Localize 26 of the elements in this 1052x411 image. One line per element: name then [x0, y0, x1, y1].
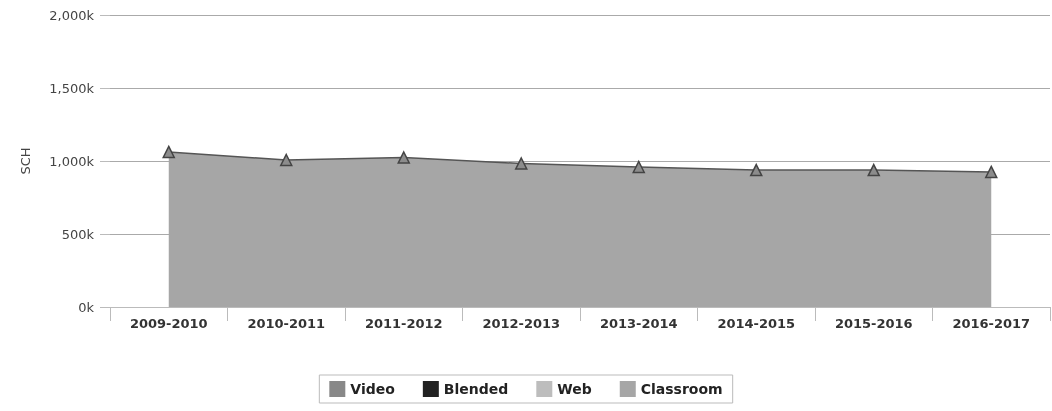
x-tick-label: 2016-2017 — [952, 316, 1031, 331]
legend-label: Blended — [443, 381, 509, 397]
point — [867, 163, 880, 177]
x-tick-label: 2010-2011 — [247, 316, 326, 331]
legend-label: Video — [350, 381, 396, 397]
y-tick-label: 0k — [78, 299, 95, 315]
x-tick-label: 2009-2010 — [129, 316, 208, 331]
point — [632, 160, 645, 174]
point — [750, 163, 763, 177]
x-tick-label: 2015-2016 — [834, 316, 913, 331]
y-tick-label: 500k — [61, 226, 95, 242]
y-tick-label: 2,000k — [49, 7, 95, 23]
x-tick-label: 2011-2012 — [364, 316, 443, 331]
point — [397, 151, 410, 164]
point — [162, 145, 175, 159]
y-tick-label: 1,000k — [49, 153, 95, 169]
legend-label: Classroom — [640, 381, 723, 397]
point — [280, 153, 293, 167]
y-axis-title: SCH — [18, 147, 33, 175]
x-tick-label: 2014-2015 — [717, 316, 796, 331]
y-tick-label: 1,500k — [49, 80, 95, 96]
x-tick-label: 2013-2014 — [599, 316, 678, 331]
point — [515, 157, 528, 170]
legend-label: Web — [557, 381, 592, 397]
x-tick-label: 2012-2013 — [482, 316, 561, 331]
point — [985, 165, 998, 179]
